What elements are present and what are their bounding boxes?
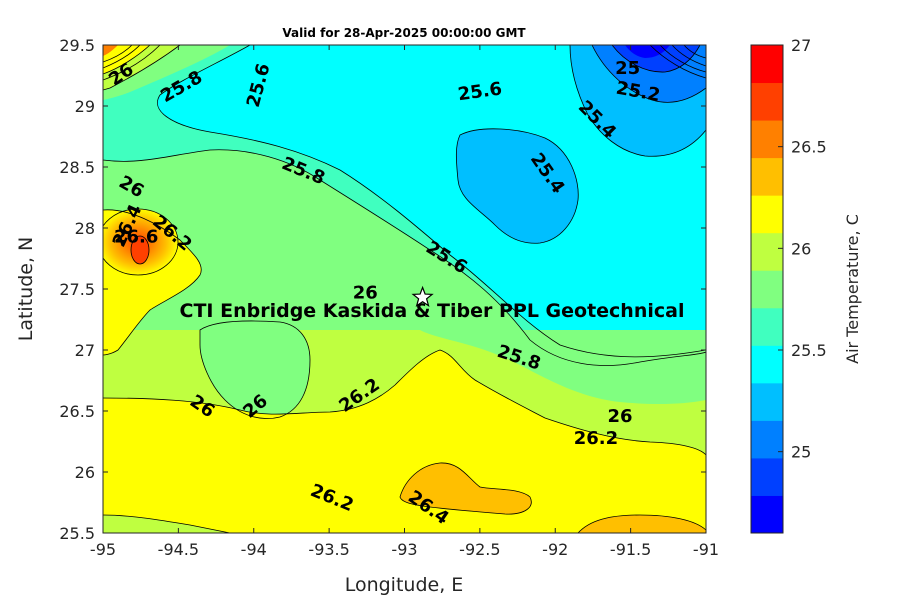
band-26-4-pocket [400, 462, 532, 515]
colorbar-tick-label: 26 [791, 239, 811, 258]
band-nw-hotter [103, 45, 118, 56]
y-axis-ticks: 25.5 26 26.5 27 27.5 28 28.5 29 29.5 [59, 36, 706, 543]
y-tick-label: 26.5 [59, 402, 95, 421]
contour-label: 26 [608, 406, 633, 427]
y-tick-label: 25.5 [59, 524, 95, 543]
colorbar-segment [751, 82, 783, 121]
site-label: CTI Enbridge Kaskida & Tiber PPL Geotech… [180, 300, 685, 322]
colorbar-ticks: 25 25.5 26 26.5 27 [778, 36, 827, 462]
x-axis-ticks: -95 -94.5 -94 -93.5 -93 -92.5 -92 -91.5 -91 [90, 45, 719, 559]
colorbar-segment [751, 307, 783, 346]
colorbar-segment [751, 45, 783, 84]
colorbar-segment [751, 345, 783, 384]
y-tick-label: 26 [75, 463, 95, 482]
colorbar-segment [751, 195, 783, 234]
band-25-8-pocket-west [200, 320, 310, 419]
colorbar-tick-label: 26.5 [791, 138, 827, 157]
band-26-6-core [131, 236, 149, 264]
site-marker: CTI Enbridge Kaskida & Tiber PPL Geotech… [180, 285, 685, 322]
colorbar-segment [751, 495, 783, 534]
band-25-8-pocket-east [420, 330, 706, 405]
colorbar-tick-label: 25.5 [791, 341, 827, 360]
x-tick-label: -94 [241, 540, 267, 559]
colorbar-segment [751, 157, 783, 196]
x-tick-label: -93.5 [308, 540, 349, 559]
band-nw-hot [103, 45, 150, 74]
band-25-2-pocket [456, 128, 579, 244]
y-axis-label: Latitude, N [15, 237, 37, 342]
y-tick-label: 29.5 [59, 36, 95, 55]
colorbar-tick-label: 27 [791, 36, 811, 55]
colorbar-segment [751, 382, 783, 421]
y-tick-label: 27 [75, 341, 95, 360]
colorbar-segment [751, 420, 783, 459]
band-26-4-southeast [578, 515, 706, 533]
x-tick-label: -92 [542, 540, 568, 559]
x-tick-label: -95 [90, 540, 116, 559]
colorbar [751, 45, 783, 534]
colorbar-segment [751, 120, 783, 159]
y-tick-label: 28.5 [59, 158, 95, 177]
dense-lines-ne [649, 45, 706, 79]
x-tick-label: -91 [693, 540, 719, 559]
y-tick-label: 28 [75, 219, 95, 238]
dense-lines-nw [103, 45, 161, 81]
band-24-6-corner [625, 45, 670, 58]
x-tick-label: -94.5 [158, 540, 199, 559]
contour-lines [103, 45, 706, 533]
y-tick-label: 29 [75, 97, 95, 116]
colorbar-frame [750, 44, 784, 534]
colorbar-label: Air Temperature, C [843, 214, 862, 364]
x-tick-label: -93 [391, 540, 417, 559]
band-26-4-south-edge [103, 515, 230, 533]
contour-label: 26.2 [574, 428, 618, 449]
contour-label: 26.6 [114, 227, 158, 248]
contour-label: 26 [353, 283, 378, 304]
chart-title: Valid for 28-Apr-2025 00:00:00 GMT [282, 26, 526, 40]
colorbar-segment [751, 270, 783, 309]
contour-label: 25 [615, 58, 640, 79]
colorbar-tick-label: 25 [791, 443, 811, 462]
colorbar-segment [751, 457, 783, 496]
band-26-2 [103, 350, 706, 533]
colorbar-segment [751, 232, 783, 271]
band-25-4 [157, 45, 706, 357]
y-tick-label: 27.5 [59, 280, 95, 299]
x-tick-label: -92.5 [459, 540, 500, 559]
x-axis-label: Longitude, E [345, 574, 464, 596]
star-icon [411, 285, 434, 307]
x-tick-label: -91.5 [610, 540, 651, 559]
contour-fill [103, 45, 706, 533]
